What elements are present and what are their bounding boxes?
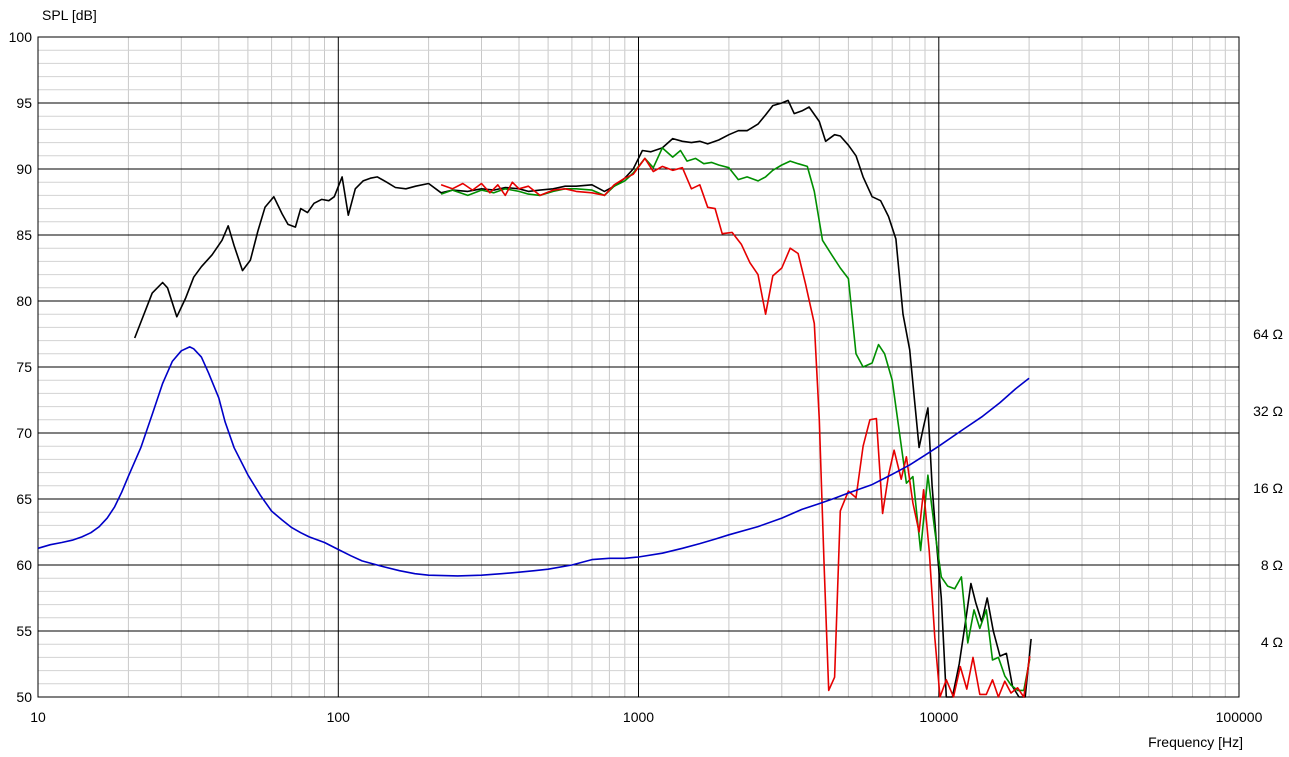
right-axis-tick-labels: 4 Ω 8 Ω 16 Ω 32 Ω 64 Ω xyxy=(1253,326,1283,650)
right-tick-label: 4 Ω xyxy=(1261,634,1283,650)
y-tick-label: 65 xyxy=(16,491,32,507)
right-tick-label: 32 Ω xyxy=(1253,403,1283,419)
plot-frame xyxy=(37,36,1240,698)
major-grid xyxy=(37,36,1240,698)
y-tick-label: 50 xyxy=(16,689,32,705)
y-tick-label: 85 xyxy=(16,227,32,243)
y-tick-label: 95 xyxy=(16,95,32,111)
right-tick-label: 16 Ω xyxy=(1253,480,1283,496)
x-tick-labels: 10 100 1000 10000 100000 xyxy=(30,709,1262,725)
series-layer xyxy=(37,99,1032,698)
y-tick-label: 100 xyxy=(9,29,33,45)
x-tick-label: 100000 xyxy=(1216,709,1263,725)
x-tick-label: 100 xyxy=(327,709,351,725)
y-tick-label: 55 xyxy=(16,623,32,639)
x-tick-label: 1000 xyxy=(623,709,654,725)
x-tick-label: 10000 xyxy=(919,709,958,725)
x-axis-label: Frequency [Hz] xyxy=(1148,734,1243,750)
right-tick-label: 64 Ω xyxy=(1253,326,1283,342)
y-tick-label: 75 xyxy=(16,359,32,375)
right-tick-label: 8 Ω xyxy=(1261,557,1283,573)
y-tick-labels: 100 95 90 85 80 75 70 65 60 55 50 xyxy=(9,29,33,705)
impedance-curve xyxy=(37,346,1030,577)
x-tick-label: 10 xyxy=(30,709,46,725)
spl-curve-3 xyxy=(440,157,1031,698)
y-axis-label: SPL [dB] xyxy=(42,7,97,23)
y-tick-label: 70 xyxy=(16,425,32,441)
spl-curve-1 xyxy=(133,99,1032,698)
spl-curve-2 xyxy=(440,147,1031,692)
y-tick-label: 90 xyxy=(16,161,32,177)
y-tick-label: 80 xyxy=(16,293,32,309)
y-tick-label: 60 xyxy=(16,557,32,573)
